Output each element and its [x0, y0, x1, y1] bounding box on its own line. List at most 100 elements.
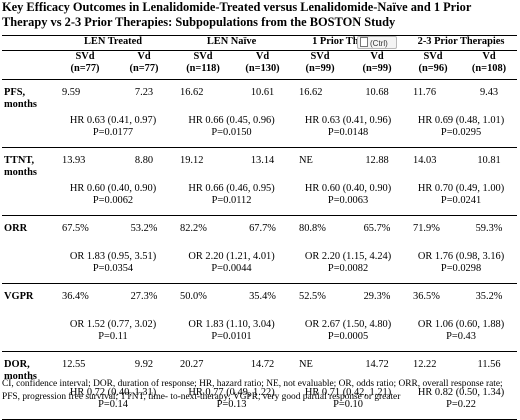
- value-cell: 53.2%: [130, 223, 158, 234]
- group-header: LEN Treated: [54, 35, 173, 51]
- value-cell: 12.55: [62, 359, 86, 370]
- value-cell: 7.23: [134, 87, 154, 98]
- arm-name: Vd: [255, 51, 270, 62]
- value-cell: 10.61: [250, 87, 275, 98]
- value-cell: 16.62: [180, 87, 204, 98]
- outcome-label: DOR, months: [2, 351, 54, 420]
- table-row: HR 0.63 (0.41, 0.97) P=0.0177 HR 0.66 (0.…: [2, 110, 518, 148]
- value-cell: 67.5%: [62, 223, 89, 234]
- value-cell: 12.22: [413, 359, 437, 370]
- table-title: Key Efficacy Outcomes in Lenalidomide-Tr…: [2, 0, 472, 29]
- arm-n: (n=118): [186, 63, 220, 74]
- value-cell: 27.3%: [130, 291, 158, 302]
- arm-name: SVd: [193, 51, 213, 62]
- value-cell: 14.72: [365, 359, 389, 370]
- table-row: TTNT, months 13.93 8.80 19.12 13.14 NE 12.88 14…: [2, 147, 517, 216]
- stat-cell: OR 2.20 (1.21, 4.01) P=0.0044: [172, 246, 292, 284]
- arm-header: SVd (n=99): [291, 50, 350, 80]
- stat-cell: HR 0.63 (0.41, 0.96) P=0.0148: [291, 110, 406, 148]
- stat-cell: OR 1.76 (0.98, 3.16) P=0.0298: [405, 246, 518, 284]
- stat-cell: OR 2.67 (1.50, 4.80) P=0.0005: [291, 314, 406, 352]
- stat-cell: HR 0.77 (0.49, 1.22) P=0.13: [172, 382, 292, 420]
- value-cell: 65.7%: [363, 223, 391, 234]
- stat-cell: OR 2.20 (1.15, 4.24) P=0.0082: [291, 246, 406, 284]
- outcome-label: PFS, months: [2, 79, 54, 148]
- value-cell: 29.3%: [363, 291, 391, 302]
- arm-n: (n=77): [70, 63, 100, 74]
- value-cell: 50.0%: [180, 291, 207, 302]
- table-row: OR 1.83 (0.95, 3.51) P=0.0354 OR 2.20 (1.…: [2, 246, 518, 284]
- value-cell: 14.03: [413, 155, 437, 166]
- outcome-label: VGPR: [2, 283, 54, 352]
- outcome-label: TTNT, months: [2, 147, 54, 216]
- value-cell: 20.27: [180, 359, 204, 370]
- value-cell: 59.3%: [475, 223, 503, 234]
- arm-header-row: SVd (n=77) Vd (n=77) SVd (n=118) Vd (n=130) SVd(…: [2, 50, 518, 80]
- value-cell: 35.2%: [475, 291, 503, 302]
- arm-header: SVd (n=77): [54, 50, 116, 80]
- value-cell: 19.12: [180, 155, 204, 166]
- corner-cell: [2, 35, 54, 51]
- stat-cell: HR 0.71 (0.42, 1.21) P=0.10: [291, 382, 406, 420]
- stat-cell: HR 0.63 (0.41, 0.97) P=0.0177: [54, 110, 173, 148]
- arm-header: Vd (n=99): [349, 50, 406, 80]
- arm-n: (n=96): [418, 63, 448, 74]
- value-cell: NE: [299, 155, 313, 166]
- arm-name: Vd: [370, 51, 384, 62]
- arm-n: (n=108): [471, 63, 507, 74]
- table-row: ORR 67.5% 53.2% 82.2% 67.7% 80.8% 65.7% 71.9% 59…: [2, 215, 517, 284]
- table-row: HR 0.60 (0.40, 0.90) P=0.0062 HR 0.66 (0.…: [2, 178, 518, 216]
- value-cell: 12.88: [365, 155, 389, 166]
- arm-header: SVd (n=118): [172, 50, 235, 80]
- value-cell: 14.72: [250, 359, 275, 370]
- value-cell: 36.4%: [62, 291, 89, 302]
- arm-header: Vd (n=108): [461, 50, 518, 80]
- value-cell: 80.8%: [299, 223, 326, 234]
- stat-cell: OR 1.83 (0.95, 3.51) P=0.0354: [54, 246, 173, 284]
- table-body: PFS, months 9.59 7.23 16.62 10.61 16.62 10.68 1…: [2, 79, 518, 420]
- corner-cell: [2, 50, 54, 80]
- stat-cell: HR 0.72 (0.40, 1.31) P=0.14: [54, 382, 173, 420]
- value-cell: 11.76: [413, 87, 437, 98]
- value-cell: 13.93: [62, 155, 86, 166]
- stat-cell: HR 0.69 (0.48, 1.01) P=0.0295: [405, 110, 518, 148]
- value-cell: 9.92: [134, 359, 154, 370]
- arm-n: (n=130): [245, 63, 280, 74]
- arm-name: SVd: [310, 51, 330, 62]
- footnote: CI, confidence interval; DOR, duration o…: [2, 379, 503, 402]
- value-cell: 11.56: [477, 359, 501, 370]
- value-cell: 71.9%: [413, 223, 440, 234]
- value-cell: 36.5%: [413, 291, 440, 302]
- value-cell: 52.5%: [299, 291, 326, 302]
- paste-options-popup[interactable]: (Ctrl): [357, 36, 397, 49]
- value-cell: 9.59: [62, 87, 81, 98]
- arm-name: SVd: [423, 51, 443, 62]
- table-row: PFS, months 9.59 7.23 16.62 10.61 16.62 10.68 1…: [2, 79, 517, 148]
- group-header: 2-3 Prior Therapies: [405, 35, 518, 51]
- table-row: OR 1.52 (0.77, 3.02) P=0.11 OR 1.83 (1.10…: [2, 314, 518, 352]
- arm-name: Vd: [482, 51, 496, 62]
- arm-name: SVd: [75, 51, 95, 62]
- value-cell: 13.14: [250, 155, 275, 166]
- clipboard-icon: [360, 37, 368, 47]
- value-cell: 10.81: [477, 155, 501, 166]
- stat-cell: HR 0.66 (0.46, 0.95) P=0.0112: [172, 178, 292, 216]
- table-row: HR 0.72 (0.40, 1.31) P=0.14 HR 0.77 (0.49…: [2, 382, 518, 420]
- paste-options-label: (Ctrl): [370, 39, 388, 48]
- arm-header: Vd (n=77): [116, 50, 173, 80]
- arm-header: Vd (n=130): [234, 50, 292, 80]
- value-cell: 67.7%: [249, 223, 276, 234]
- value-cell: 10.68: [365, 87, 389, 98]
- stat-cell: OR 1.52 (0.77, 3.02) P=0.11: [54, 314, 173, 352]
- stat-cell: HR 0.70 (0.49, 1.00) P=0.0241: [405, 178, 518, 216]
- value-cell: 9.43: [479, 87, 499, 98]
- stat-cell: HR 0.60 (0.40, 0.90) P=0.0063: [291, 178, 406, 216]
- arm-header: SVd (n=96): [405, 50, 462, 80]
- group-header: LEN Naïve: [172, 35, 292, 51]
- value-cell: NE: [299, 359, 313, 370]
- value-cell: 35.4%: [249, 291, 276, 302]
- arm-n: (n=99): [305, 63, 335, 74]
- table-row: VGPR 36.4% 27.3% 50.0% 35.4% 52.5% 29.3% 36.5% 3…: [2, 283, 517, 352]
- group-header-row: LEN Treated LEN Naïve 1 Prior Therapy 2-…: [2, 35, 518, 51]
- table-row: DOR, months 12.55 9.92 20.27 14.72 NE 14.72 12.…: [2, 351, 517, 420]
